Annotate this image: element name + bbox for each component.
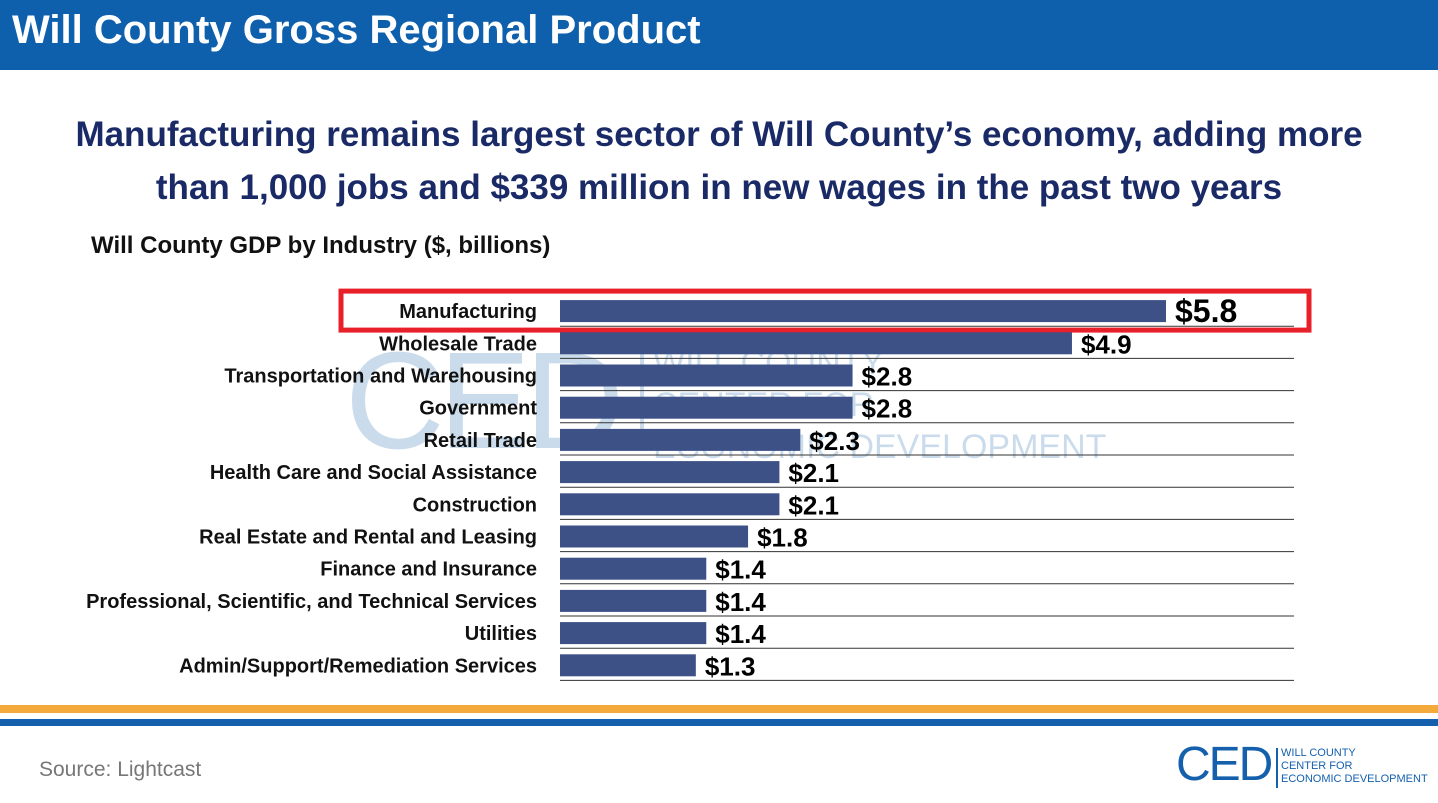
ced-logo-mark: CED	[1176, 738, 1273, 791]
page-title: Will County Gross Regional Product	[12, 8, 701, 52]
category-label: Health Care and Social Assistance	[210, 462, 537, 484]
bar	[560, 300, 1166, 323]
chart-title: Will County GDP by Industry ($, billions…	[91, 232, 551, 259]
bar	[560, 622, 707, 645]
bar	[560, 589, 707, 612]
bar	[560, 654, 696, 677]
category-label: Professional, Scientific, and Technical …	[86, 591, 537, 613]
category-label: Utilities	[465, 623, 537, 645]
bar	[560, 428, 801, 451]
category-label: Real Estate and Rental and Leasing	[199, 527, 537, 549]
blue-divider	[0, 719, 1438, 726]
highlight-box	[338, 288, 1312, 333]
ced-logo-line-3: ECONOMIC DEVELOPMENT	[1281, 773, 1428, 785]
value-label: $5.8	[1175, 293, 1237, 329]
category-label: Construction	[413, 494, 537, 516]
category-label: Wholesale Trade	[379, 333, 537, 355]
orange-divider	[0, 705, 1438, 713]
value-label: $4.9	[1081, 329, 1132, 359]
ced-logo-line-1: WILL COUNTY	[1281, 747, 1356, 759]
ced-logo: CED WILL COUNTY CENTER FOR ECONOMIC DEVE…	[1176, 738, 1428, 792]
ced-logo-divider	[1276, 748, 1278, 788]
bar	[560, 493, 780, 516]
category-label: Manufacturing	[399, 301, 537, 323]
ced-logo-text: WILL COUNTY CENTER FOR ECONOMIC DEVELOPM…	[1281, 747, 1428, 786]
bar	[560, 364, 853, 387]
value-label: $2.1	[788, 490, 839, 520]
value-label: $1.4	[715, 555, 766, 585]
value-label: $1.8	[757, 523, 808, 553]
bar	[560, 396, 853, 419]
headline-line-1: Manufacturing remains largest sector of …	[75, 115, 1363, 154]
category-label: Transportation and Warehousing	[224, 366, 537, 388]
category-label: Retail Trade	[424, 430, 537, 452]
value-label: $2.8	[862, 362, 913, 392]
category-label: Finance and Insurance	[320, 559, 537, 581]
bar	[560, 525, 749, 548]
bar	[560, 557, 707, 580]
value-label: $1.3	[705, 651, 756, 681]
value-label: $1.4	[715, 619, 766, 649]
headline-line-2: than 1,000 jobs and $339 million in new …	[155, 168, 1283, 207]
bar	[560, 461, 780, 484]
value-label: $2.8	[862, 394, 913, 424]
headline: Manufacturing remains largest sector of …	[0, 108, 1438, 214]
header-bar: Will County Gross Regional Product	[0, 0, 1438, 70]
value-label: $2.1	[788, 458, 839, 488]
bar	[560, 332, 1072, 355]
source-note: Source: Lightcast	[39, 758, 202, 781]
value-label: $1.4	[715, 587, 766, 617]
category-label: Government	[419, 398, 537, 420]
ced-logo-line-2: CENTER FOR	[1281, 760, 1353, 772]
value-label: $2.3	[809, 426, 860, 456]
category-label: Admin/Support/Remediation Services	[179, 655, 537, 677]
